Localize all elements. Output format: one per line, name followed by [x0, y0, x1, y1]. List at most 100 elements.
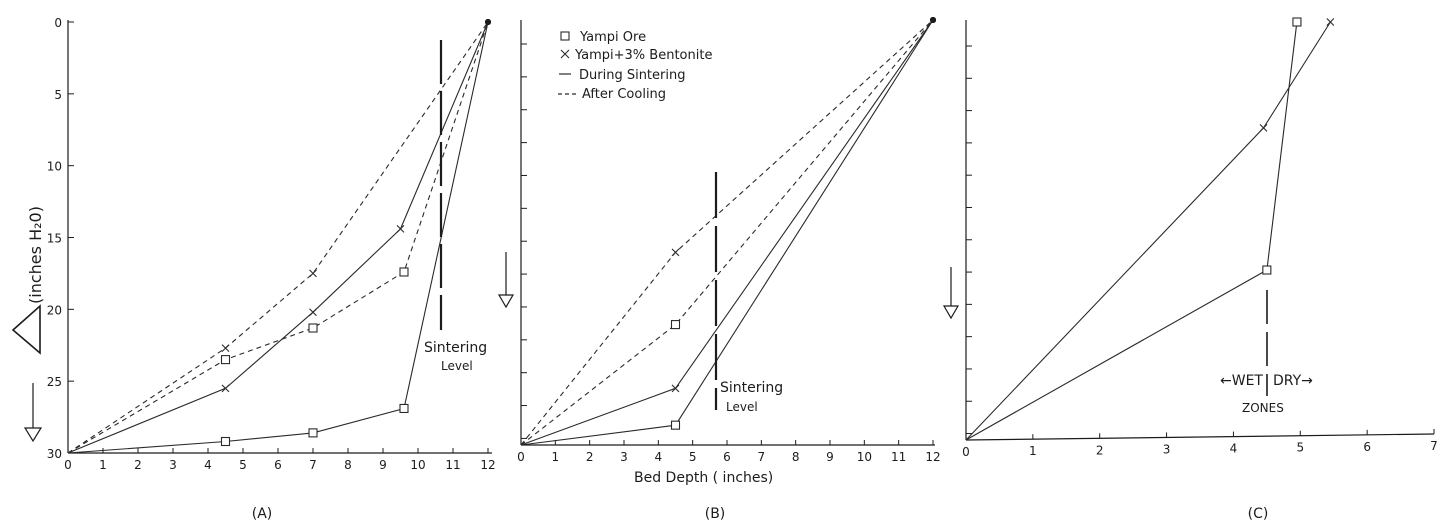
- panel-a-series-cross-dashed-line: [67, 21, 489, 454]
- panel-a-y-tick-label: 5: [54, 88, 62, 102]
- panel-a-x-tick-label: 8: [344, 458, 352, 472]
- panel-c-series: [965, 17, 1335, 441]
- panel-b: 0 1 2 3 4 5 6 7 8 9 10 11 12 Sintering Level Bed Dep…: [497, 17, 941, 522]
- panel-a-x-tick-label: 5: [239, 458, 247, 472]
- panel-b-data-point: [930, 17, 936, 23]
- panel-a-data-point: [485, 19, 491, 25]
- legend-square-label: Yampi Ore: [579, 30, 646, 45]
- panel-b-series: [520, 17, 936, 446]
- panel-a-x-tick-label: 4: [204, 458, 212, 472]
- panel-b-level-label: Level: [726, 400, 758, 414]
- panel-a-data-point: [396, 224, 405, 233]
- panel-b-x-tick-label: 8: [792, 450, 800, 464]
- panel-a-data-point: [309, 269, 317, 278]
- legend: Yampi Ore Yampi+3% Bentonite During Sint…: [558, 30, 712, 102]
- panel-b-x-tick-label: 3: [620, 450, 628, 464]
- panel-b-x-tick-label: 12: [925, 450, 940, 464]
- panel-b-sintering-label: Sintering: [720, 380, 783, 396]
- panel-b-x-tick-label: 6: [723, 450, 731, 464]
- dry-zone-label: DRY→: [1273, 373, 1313, 389]
- legend-dashed-label: After Cooling: [582, 87, 666, 102]
- panel-a-data-point: [399, 267, 409, 277]
- panel-a-level-label: Level: [441, 359, 473, 373]
- panel-a-x-tick-label: 9: [379, 458, 387, 472]
- panel-a-y-tick-label: 0: [54, 16, 62, 30]
- zones-label: ZONES: [1242, 401, 1284, 415]
- panel-a-series: [67, 19, 491, 454]
- panel-c-x-tick-label: 1: [1029, 444, 1037, 458]
- legend-cross-label: Yampi+3% Bentonite: [574, 48, 712, 63]
- panel-b-x-tick-label: 5: [689, 450, 697, 464]
- panel-b-series-square-dashed-line: [520, 19, 934, 446]
- panel-c-x-tick-label: 6: [1363, 440, 1371, 454]
- panel-b-x-tick-label: 1: [552, 450, 560, 464]
- panel-a-data-point: [221, 384, 230, 393]
- panel-c-x-tick-label: 7: [1430, 439, 1438, 453]
- panel-b-data-point: [670, 320, 681, 330]
- panel-a-x-tick-label: 10: [410, 458, 425, 472]
- panel-a-y-tick-label: 10: [47, 160, 62, 174]
- panel-c-x-tick-label: 5: [1296, 441, 1304, 455]
- panel-a-y-tick-label: 30: [47, 447, 62, 461]
- panel-a-data-point: [220, 355, 231, 365]
- legend-square-marker: [560, 31, 570, 41]
- down-arrow-icon: [23, 427, 43, 443]
- panel-a-x-tick-label: 12: [480, 458, 495, 472]
- panel-a-data-point: [221, 344, 230, 353]
- panel-a-series-square-solid-line: [67, 21, 489, 454]
- panel-a-x-tick-label: 3: [169, 458, 177, 472]
- panel-a-x-tick-label: 1: [99, 458, 107, 472]
- panel-c-data-point: [1262, 265, 1272, 275]
- panel-a-x-tick-label: 11: [445, 458, 460, 472]
- caption-b: (B): [705, 506, 726, 522]
- panel-a-x-tick-label: 2: [134, 458, 142, 472]
- panel-a-x-tick-label: 0: [64, 458, 72, 472]
- panel-b-data-point: [671, 384, 680, 393]
- panel-a-data-point: [399, 403, 409, 414]
- panel-c-data-point: [1292, 17, 1302, 27]
- caption-a: (A): [252, 506, 273, 522]
- panel-b-x-tick-label: 7: [758, 450, 766, 464]
- panel-b-x-tick-label: 11: [891, 450, 906, 464]
- x-axis-title: Bed Depth ( inches): [634, 470, 773, 486]
- wet-zone-label: ←WET: [1220, 373, 1263, 389]
- panel-a-data-point: [220, 436, 231, 447]
- panel-a-data-point: [309, 308, 317, 317]
- panel-c-x-tick-label: 4: [1230, 442, 1238, 456]
- panel-c-x-tick-label: 2: [1096, 443, 1104, 457]
- panel-a-y-tick-label: 20: [47, 303, 62, 317]
- panel-c-data-point: [1326, 18, 1335, 26]
- panel-a-y-tick-label: 15: [47, 232, 62, 246]
- panel-a-data-point: [308, 428, 318, 438]
- legend-solid-label: During Sintering: [579, 68, 685, 83]
- panel-c: 0 1 2 3 4 5 6 7 ←WET DRY→ ZONES (C): [942, 17, 1438, 522]
- panel-a-y-tick-label: 25: [47, 375, 62, 389]
- panel-b-x-tick-label: 0: [517, 450, 525, 464]
- caption-c: (C): [1248, 506, 1269, 522]
- panel-c-data-point: [1259, 124, 1268, 132]
- panel-a-x-tick-label: 7: [309, 458, 317, 472]
- legend-cross-marker: [560, 49, 570, 59]
- panel-b-data-point: [671, 248, 680, 257]
- panel-c-x-tick-label: 3: [1163, 442, 1171, 456]
- y-axis-title: (inches H₂0): [26, 206, 45, 304]
- panel-c-ticks: 0 1 2 3 4 5 6 7: [962, 45, 1438, 459]
- panel-c-x-tick-label: 0: [962, 445, 970, 459]
- panel-b-x-tick-label: 2: [586, 450, 594, 464]
- panel-b-down-arrow-icon: [497, 294, 515, 309]
- panel-a-sintering-label: Sintering: [424, 340, 487, 356]
- panel-b-ticks: 0 1 2 3 4 5 6 7 8 9 10 11 12: [517, 43, 941, 464]
- y-axis-title-group: (inches H₂0): [11, 206, 45, 443]
- panel-c-x-axis: [965, 433, 1435, 441]
- panel-b-x-tick-label: 9: [826, 450, 834, 464]
- panel-b-x-tick-label: 4: [655, 450, 663, 464]
- panel-a-data-point: [308, 323, 318, 333]
- panel-a-series-square-dashed-line: [67, 21, 489, 454]
- panel-a-x-tick-label: 6: [274, 458, 282, 472]
- delta-icon: [11, 304, 41, 355]
- panel-b-x-tick-label: 10: [857, 450, 872, 464]
- panel-c-down-arrow-icon: [942, 305, 960, 320]
